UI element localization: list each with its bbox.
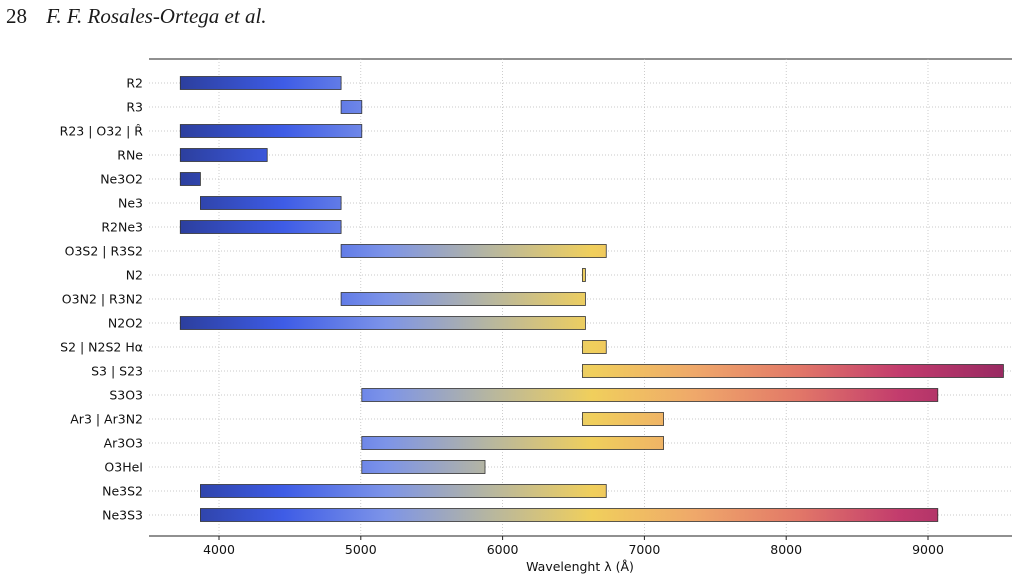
category-label: R2Ne3 xyxy=(101,220,143,235)
category-label: Ne3 xyxy=(118,196,143,211)
category-label: S3O3 xyxy=(109,388,143,403)
category-label: S3 | S23 xyxy=(91,364,143,379)
range-bar xyxy=(179,220,342,234)
range-bar xyxy=(340,244,607,258)
page-number: 28 xyxy=(6,4,27,28)
range-bar xyxy=(179,148,268,162)
category-label: Ne3S2 xyxy=(102,484,143,499)
x-ticks: 4000 5000 6000 7000 8000 9000 xyxy=(203,536,944,557)
range-bar xyxy=(200,508,939,522)
category-label: Ar3O3 xyxy=(104,436,143,451)
category-label: S2 | N2S2 Hα xyxy=(60,340,143,355)
range-bar xyxy=(361,388,939,402)
category-label: R2 xyxy=(126,76,143,91)
category-labels: R2 R3 R23 | O32 | R̂ RNe Ne3O2 Ne3 R2Ne3 O3S2 |… xyxy=(60,76,144,523)
x-tick-label: 4000 xyxy=(203,542,235,557)
x-tick-label: 8000 xyxy=(770,542,802,557)
bars xyxy=(179,76,1004,522)
x-tick-label: 6000 xyxy=(487,542,519,557)
category-label: O3S2 | R3S2 xyxy=(65,244,143,259)
x-tick-label: 9000 xyxy=(912,542,944,557)
range-bar xyxy=(340,292,586,306)
category-label: Ar3 | Ar3N2 xyxy=(70,412,143,427)
range-bar xyxy=(582,268,586,282)
range-bar xyxy=(582,364,1004,378)
range-bar xyxy=(179,124,363,138)
category-label: RNe xyxy=(117,148,143,163)
category-label: Ne3O2 xyxy=(100,172,143,187)
range-bar xyxy=(200,484,607,498)
category-label: O3HeI xyxy=(104,460,143,475)
range-bar xyxy=(361,460,486,474)
category-label: N2O2 xyxy=(108,316,143,331)
range-bar xyxy=(361,436,664,450)
category-label: O3N2 | R3N2 xyxy=(62,292,143,307)
x-tick-label: 7000 xyxy=(628,542,660,557)
range-bar xyxy=(200,196,342,210)
x-axis-title: Wavelenght λ (Å) xyxy=(526,559,634,574)
range-bar xyxy=(582,412,664,426)
category-label: R3 xyxy=(126,100,143,115)
range-bar xyxy=(179,172,201,186)
page-header: 28 F. F. Rosales-Ortega et al. xyxy=(6,4,267,29)
x-tick-label: 5000 xyxy=(345,542,377,557)
category-label: Ne3S3 xyxy=(102,508,143,523)
range-bar xyxy=(340,100,363,114)
range-bar xyxy=(179,316,586,330)
category-label: N2 xyxy=(126,268,143,283)
category-label: R23 | O32 | R̂ xyxy=(60,124,144,139)
range-bar xyxy=(582,340,607,354)
authors: F. F. Rosales-Ortega et al. xyxy=(46,4,267,28)
range-bar xyxy=(179,76,342,90)
